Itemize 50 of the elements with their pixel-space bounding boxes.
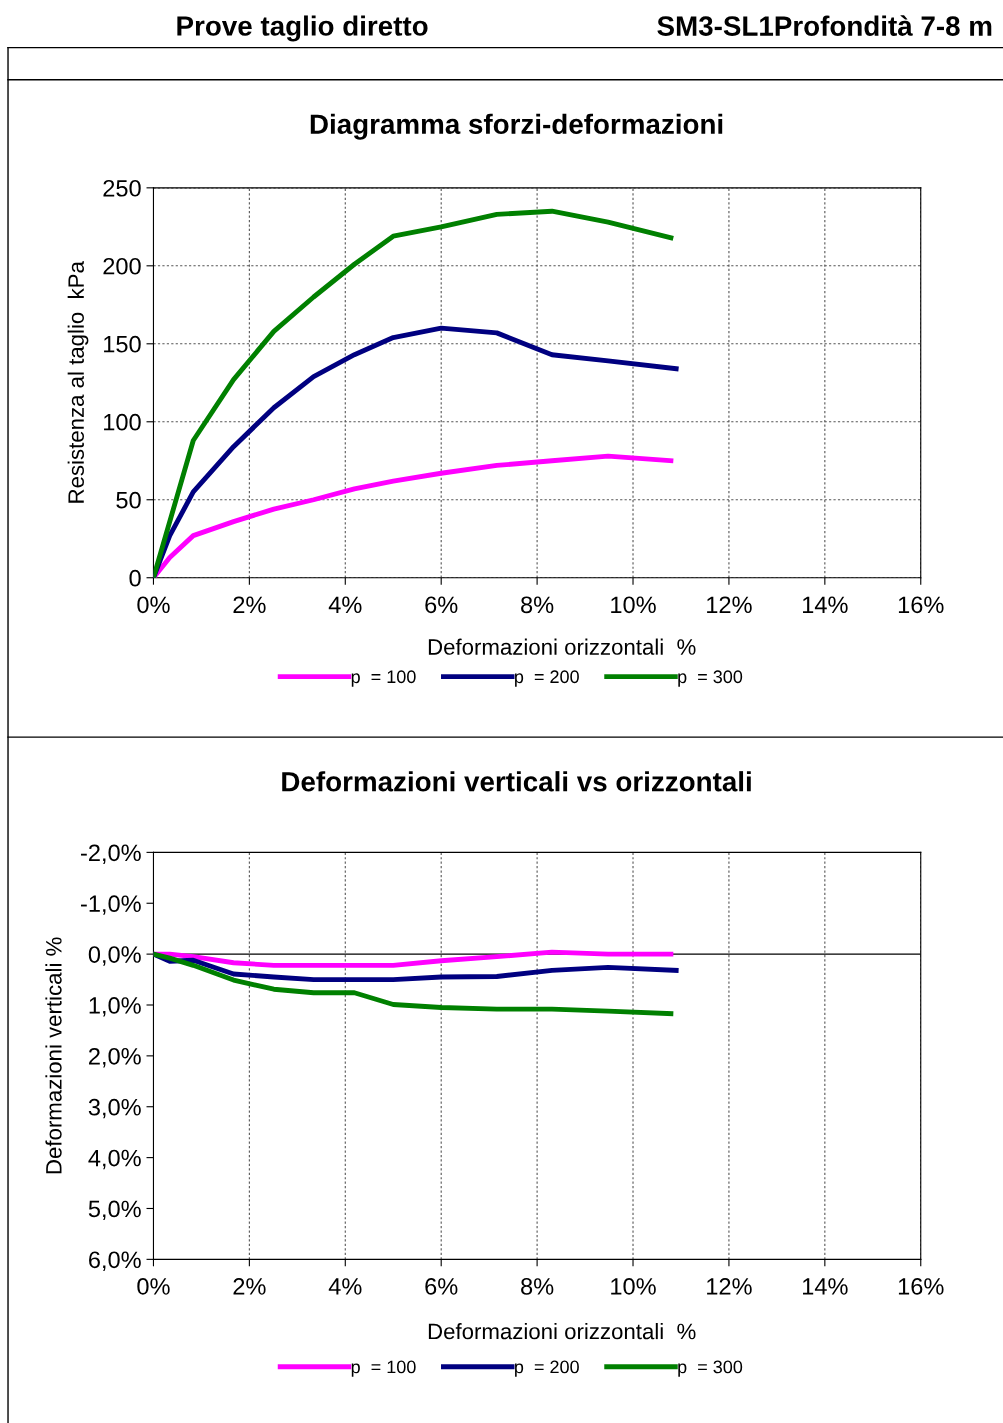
y-tick-label: 6,0% <box>89 1251 141 1271</box>
y-tick-label: 2,0% <box>89 1047 141 1068</box>
x-tick-label: 8% <box>521 596 554 614</box>
text: SM3-SL1Profondità 7-8 m <box>657 15 992 36</box>
x-tick-label: 16% <box>898 596 944 614</box>
legend-label: p = 300 <box>678 1360 743 1377</box>
y-tick-label: 50 <box>116 491 141 509</box>
legend-label: p = 300 <box>678 670 743 687</box>
x-tick-label: 12% <box>707 1278 752 1295</box>
x-tick-label: 4% <box>328 1278 362 1295</box>
x-tick-label: 14% <box>803 1278 848 1295</box>
legend-label: p = 200 <box>515 1360 579 1377</box>
line-series <box>153 325 679 578</box>
text: Prove taglio diretto <box>177 15 428 42</box>
x-tick-label: 6% <box>425 1278 458 1295</box>
x-tick-label: 0% <box>137 596 170 614</box>
y-tick-label: 150 <box>104 335 141 353</box>
x-tick-label: 0% <box>137 1278 170 1295</box>
y-tick-label: 0 <box>129 569 141 587</box>
y-tick-label: 100 <box>104 413 141 431</box>
x-tick-label: 2% <box>233 596 266 614</box>
x-tick-label: 2% <box>233 1278 266 1295</box>
chart-title: Deformazioni verticali vs orizzontali <box>282 771 751 792</box>
x-tick-label: 6% <box>425 596 458 614</box>
y-tick-label: 4,0% <box>88 1149 141 1170</box>
y-tick-label: 0,0% <box>88 946 141 966</box>
line-series <box>153 208 674 578</box>
y-tick-label: 1,0% <box>89 997 141 1017</box>
legend-label: p = 100 <box>351 670 416 687</box>
x-tick-label: 8% <box>521 1278 554 1295</box>
y-tick-label: -1,0% <box>81 895 141 915</box>
x-tick-label: 12% <box>707 596 752 614</box>
legend-label: p = 200 <box>515 670 579 687</box>
x-tick-label: 14% <box>803 596 848 614</box>
y-tick-label: 250 <box>103 179 141 197</box>
legend-label: p = 100 <box>351 1360 416 1377</box>
x-tick-label: 10% <box>611 596 656 614</box>
chart-title: Diagramma sforzi-deformazioni <box>310 113 723 140</box>
x-tick-label: 10% <box>611 1278 656 1295</box>
y-axis-title: Deformazioni verticali % <box>45 937 62 1174</box>
x-tick-label: 16% <box>898 1278 944 1295</box>
x-axis-title: Deformazioni orizzontali % <box>428 1322 696 1340</box>
y-tick-label: 5,0% <box>88 1200 141 1221</box>
line-series <box>153 951 674 1017</box>
y-tick-label: 200 <box>103 257 141 275</box>
y-tick-label: 3,0% <box>88 1098 141 1119</box>
y-axis-title: Resistenza al taglio kPa <box>67 261 89 503</box>
x-axis-title: Deformazioni orizzontali % <box>428 638 696 655</box>
x-tick-label: 4% <box>328 596 362 614</box>
y-tick-label: -2,0% <box>81 844 141 864</box>
